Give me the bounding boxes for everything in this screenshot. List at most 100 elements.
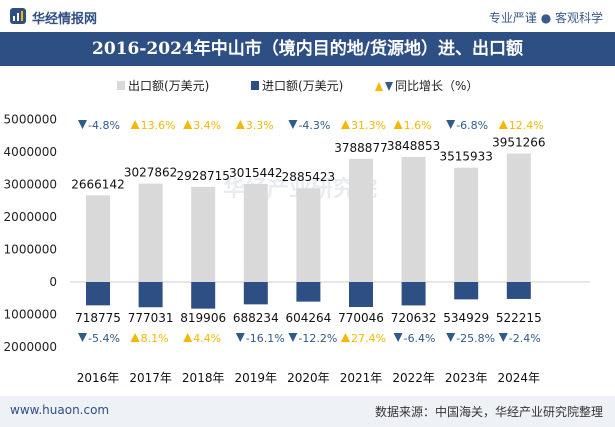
import-bar [296,282,321,302]
export-bar [86,195,110,282]
y-tick-label: 2000000 [4,340,57,354]
export-growth-label: 12.4% [509,119,544,132]
x-category-label: 2024年 [498,371,541,385]
growth-up-triangle-icon [183,333,193,342]
import-bar [86,282,110,306]
import-growth-label: 27.4% [351,332,386,345]
import-growth-label: -12.2% [298,332,337,345]
export-growth-label: 3.3% [246,119,274,132]
import-value-label: 770046 [338,311,384,325]
export-growth-label: 3.4% [193,119,221,132]
import-value-label: 522215 [496,311,542,325]
import-value-label: 534929 [443,311,489,325]
export-bar [401,156,426,282]
x-category-label: 2016年 [77,371,120,385]
chart: 华经产业研究院出口额(万美元)进口额(万美元)同比增长（%）5000000400… [4,79,590,385]
export-bar [296,188,321,282]
footer [0,396,615,427]
export-value-label: 3515933 [439,150,492,164]
growth-down-triangle-icon [393,333,403,342]
growth-down-triangle-icon [498,333,508,342]
import-value-label: 688234 [233,311,279,325]
top-bar: 华经情报网 专业严谨 ● 客观科学 [0,0,615,32]
import-growth-label: 4.4% [193,332,221,345]
y-tick-label: 2000000 [4,210,57,224]
import-bar [243,282,268,305]
export-value-label: 2928715 [176,169,229,183]
growth-up-triangle-icon [393,120,403,129]
export-value-label: 3848853 [387,139,440,153]
import-value-label: 819906 [180,311,226,325]
tagline: 专业严谨 ● 客观科学 [488,11,603,25]
import-growth-label: -25.8% [456,332,495,345]
growth-up-triangle-icon [130,120,140,129]
x-category-label: 2021年 [340,371,383,385]
export-bar [454,167,479,282]
import-value-label: 718775 [75,311,121,325]
footer-website[interactable]: www.huaon.com [10,403,110,417]
legend-growth-label: 同比增长（%） [395,79,478,93]
export-bar [138,183,163,282]
export-value-label: 3015442 [229,166,282,180]
import-growth-label: -6.4% [404,332,436,345]
growth-down-triangle-icon [446,333,456,342]
import-growth-label: 8.1% [141,332,169,345]
y-tick-label: 1000000 [4,243,57,257]
import-bar [454,282,479,300]
export-bar [243,183,268,282]
export-growth-label: 31.3% [351,119,386,132]
export-bar [506,153,531,282]
x-category-label: 2020年 [287,371,330,385]
legend-export-label: 出口额(万美元) [128,79,209,93]
import-bar [349,282,373,308]
export-value-label: 3951266 [492,136,545,150]
export-value-label: 3788877 [334,141,387,155]
import-value-label: 604264 [285,311,331,325]
export-growth-label: -4.8% [88,119,120,132]
import-value-label: 777031 [128,311,174,325]
import-growth-label: -2.4% [509,332,541,345]
import-bar [138,282,163,308]
legend-down-triangle-icon [385,82,393,91]
legend-up-triangle-icon [375,82,383,91]
export-value-label: 3027862 [124,166,177,180]
export-growth-label: 1.6% [404,119,432,132]
y-tick-label: 4000000 [4,145,57,159]
title-bar [0,32,615,66]
export-growth-label: -4.3% [298,119,330,132]
growth-up-triangle-icon [130,333,140,342]
export-growth-label: -6.8% [456,119,488,132]
import-bar [506,282,531,299]
growth-down-triangle-icon [78,333,87,342]
export-bar [349,158,373,282]
footer-source: 数据来源：中国海关，华经产业研究院整理 [374,405,603,419]
x-category-label: 2019年 [235,371,278,385]
x-category-label: 2018年 [182,371,225,385]
growth-up-triangle-icon [235,120,245,129]
growth-up-triangle-icon [498,120,508,129]
import-growth-label: -16.1% [246,332,285,345]
growth-up-triangle-icon [183,120,193,129]
chart-title: 2016-2024年中山市（境内目的地/货源地）进、出口额 [92,39,523,59]
growth-down-triangle-icon [78,120,87,129]
huaon-logo-icon [10,8,26,24]
x-category-label: 2022年 [392,371,435,385]
legend-export-swatch [117,81,125,90]
y-tick-label: 5000000 [4,113,57,127]
y-tick-label: 1000000 [4,308,57,322]
growth-up-triangle-icon [341,333,350,342]
export-growth-label: 13.6% [141,119,176,132]
export-bar [191,186,216,282]
x-category-label: 2017年 [129,371,172,385]
import-bar [401,282,426,306]
growth-down-triangle-icon [288,120,298,129]
growth-down-triangle-icon [446,120,456,129]
export-value-label: 2666142 [71,177,124,191]
legend-import-swatch [251,81,259,90]
growth-down-triangle-icon [235,333,245,342]
x-category-label: 2023年 [445,371,488,385]
import-value-label: 720632 [391,311,437,325]
export-value-label: 2885423 [282,170,335,184]
y-tick-label: 3000000 [4,178,57,192]
import-bar [191,282,216,309]
